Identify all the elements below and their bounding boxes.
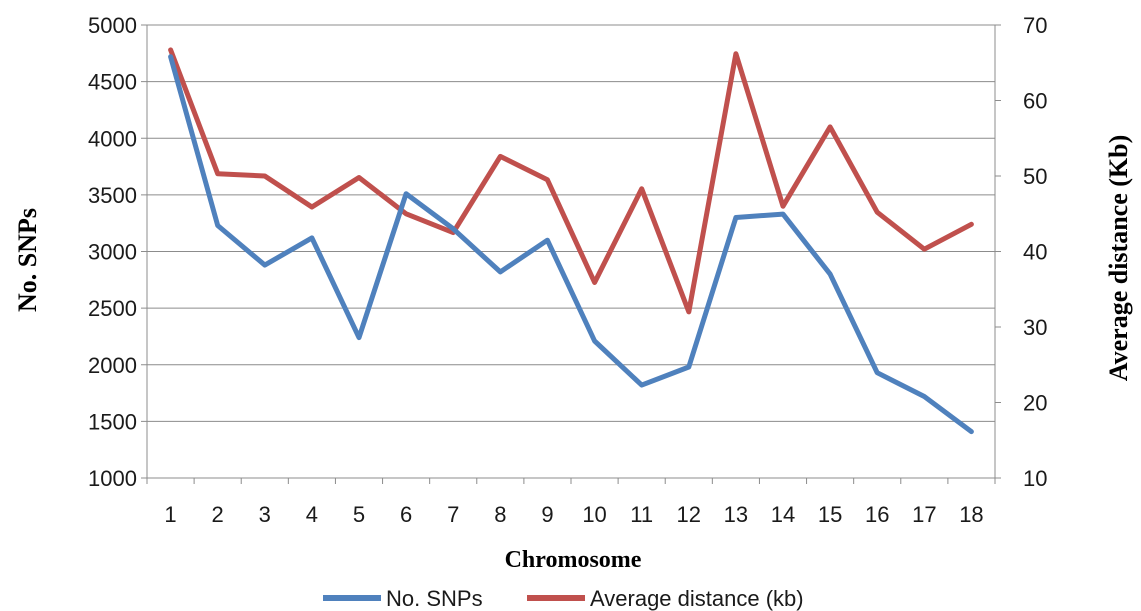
y-tick-label: 1000 bbox=[88, 466, 137, 491]
y2-tick-label: 50 bbox=[1023, 164, 1047, 189]
x-tick-label: 1 bbox=[164, 502, 176, 527]
gridlines bbox=[147, 24, 995, 422]
y2-tick-label: 40 bbox=[1023, 240, 1047, 265]
x-tick-label: 9 bbox=[541, 502, 553, 527]
y-axis-title: No. SNPs bbox=[13, 208, 42, 312]
legend: No. SNPs Average distance (kb) bbox=[323, 586, 804, 611]
x-tick-label: 12 bbox=[677, 502, 701, 527]
y2-tick-label: 20 bbox=[1023, 391, 1047, 416]
x-tick-label: 11 bbox=[630, 502, 653, 527]
x-tick-label: 5 bbox=[353, 502, 365, 527]
x-tick-label: 15 bbox=[818, 502, 842, 527]
series-line-distance bbox=[168, 47, 974, 315]
axes bbox=[141, 24, 1001, 484]
x-tick-label: 4 bbox=[306, 502, 318, 527]
legend-label-snps: No. SNPs bbox=[386, 586, 483, 611]
x-tick-label: 17 bbox=[912, 502, 936, 527]
x-tick-label: 18 bbox=[959, 502, 983, 527]
x-tick-label: 14 bbox=[771, 502, 795, 527]
x-tick-label: 16 bbox=[865, 502, 889, 527]
x-tick-label: 6 bbox=[400, 502, 412, 527]
x-tick-label: 2 bbox=[212, 502, 224, 527]
y-tick-label: 2500 bbox=[88, 296, 137, 321]
x-tick-label: 3 bbox=[259, 502, 271, 527]
legend-label-distance: Average distance (kb) bbox=[590, 586, 804, 611]
y-tick-label: 4000 bbox=[88, 126, 137, 151]
y-tick-label: 5000 bbox=[88, 13, 137, 38]
x-tick-label: 10 bbox=[582, 502, 606, 527]
y-tick-label: 1500 bbox=[88, 409, 137, 434]
y-tick-label: 3500 bbox=[88, 183, 137, 208]
y2-tick-label: 70 bbox=[1023, 13, 1047, 38]
y-tick-label: 3000 bbox=[88, 240, 137, 265]
y2-tick-label: 60 bbox=[1023, 89, 1047, 114]
y2-tick-label: 30 bbox=[1023, 315, 1047, 340]
y2-tick-label: 10 bbox=[1023, 466, 1047, 491]
tick-labels: 1000 1500 2000 2500 3000 3500 4000 4500 5000 10 20… bbox=[88, 13, 1047, 527]
y2-axis-title: Average distance (Kb) bbox=[1104, 135, 1133, 381]
x-tick-label: 13 bbox=[724, 502, 748, 527]
x-tick-label: 7 bbox=[447, 502, 459, 527]
series-line-snps bbox=[168, 54, 974, 435]
series-lines bbox=[168, 47, 974, 435]
x-tick-label: 8 bbox=[494, 502, 506, 527]
y-tick-label: 4500 bbox=[88, 70, 137, 95]
x-axis-title: Chromosome bbox=[505, 547, 642, 573]
y-tick-label: 2000 bbox=[88, 353, 137, 378]
